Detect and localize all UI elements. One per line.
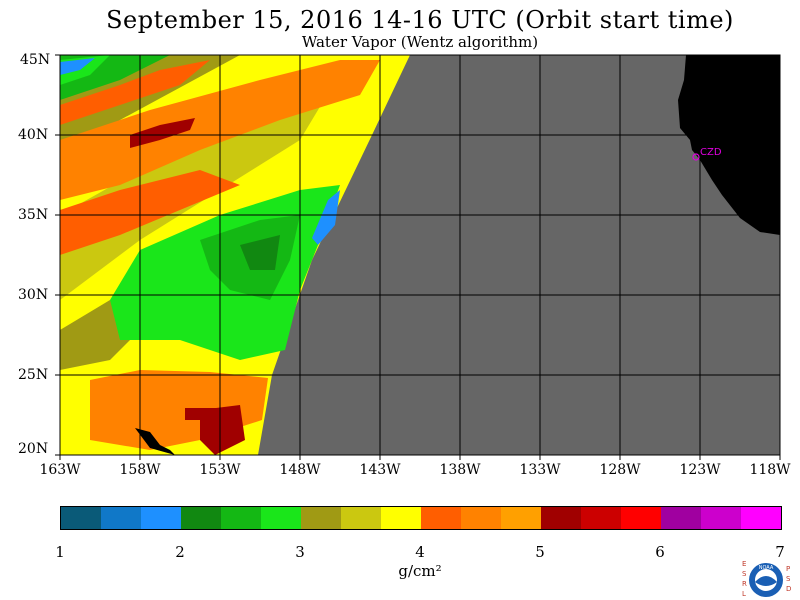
colorbar-unit: g/cm² xyxy=(398,562,442,580)
band-blue xyxy=(60,58,95,75)
lon-label-158w: 158W xyxy=(119,462,161,478)
lon-label-138w: 138W xyxy=(439,462,481,478)
colorbar-swatch xyxy=(501,507,541,529)
colorbar-swatch xyxy=(421,507,461,529)
grid-lines xyxy=(60,55,780,455)
colorbar-tick-4: 4 xyxy=(415,543,425,561)
lon-label-153w: 153W xyxy=(199,462,241,478)
lon-label-128w: 128W xyxy=(599,462,641,478)
svg-text:P: P xyxy=(786,565,790,573)
chart-subtitle: Water Vapor (Wentz algorithm) xyxy=(301,33,539,51)
colorbar-swatch xyxy=(661,507,701,529)
colorbar xyxy=(60,506,782,530)
hawaii-islands xyxy=(135,428,175,455)
lat-label-25n: 25N xyxy=(18,367,49,383)
colorbar-swatch xyxy=(301,507,341,529)
svg-text:D: D xyxy=(786,585,791,593)
colorbar-swatch xyxy=(461,507,501,529)
lat-label-45n: 45N xyxy=(20,52,51,68)
colorbar-swatch xyxy=(741,507,781,529)
map-frame xyxy=(59,54,781,456)
colorbar-tick-2: 2 xyxy=(175,543,185,561)
colorbar-swatch xyxy=(61,507,101,529)
station-label-czd: CZD xyxy=(700,147,722,158)
svg-text:S: S xyxy=(786,575,791,583)
lat-label-30n: 30N xyxy=(18,287,49,303)
water-vapor-map xyxy=(55,54,781,460)
colorbar-tick-5: 5 xyxy=(535,543,545,561)
svg-text:L: L xyxy=(742,590,746,598)
lon-label-133w: 133W xyxy=(519,462,561,478)
lon-label-163w: 163W xyxy=(39,462,81,478)
colorbar-swatch xyxy=(621,507,661,529)
band-darkred xyxy=(130,118,195,148)
land-mass xyxy=(678,55,780,235)
colorbar-swatch xyxy=(221,507,261,529)
band-green-dark xyxy=(240,235,280,270)
colorbar-swatch xyxy=(581,507,621,529)
colorbar-swatch xyxy=(141,507,181,529)
band-blue xyxy=(312,190,340,245)
station-marker xyxy=(692,153,700,161)
svg-text:R: R xyxy=(742,580,747,588)
lon-label-148w: 148W xyxy=(279,462,321,478)
chart-title: September 15, 2016 14-16 UTC (Orbit star… xyxy=(106,6,734,34)
lat-label-35n: 35N xyxy=(18,207,49,223)
lat-label-20n: 20N xyxy=(18,441,49,457)
svg-text:E: E xyxy=(742,560,746,568)
colorbar-swatch xyxy=(181,507,221,529)
svg-text:NOAA: NOAA xyxy=(759,565,774,571)
colorbar-tick-3: 3 xyxy=(295,543,305,561)
colorbar-swatch xyxy=(101,507,141,529)
tick-marks xyxy=(55,54,781,460)
colorbar-swatch xyxy=(541,507,581,529)
colorbar-tick-6: 6 xyxy=(655,543,665,561)
lon-label-123w: 123W xyxy=(679,462,721,478)
band-orange xyxy=(60,60,210,125)
colorbar-swatch xyxy=(341,507,381,529)
lon-label-118w: 118W xyxy=(749,462,791,478)
band-darkred xyxy=(185,408,225,420)
colorbar-tick-1: 1 xyxy=(55,543,65,561)
lat-label-40n: 40N xyxy=(18,127,49,143)
svg-text:S: S xyxy=(742,570,747,578)
band-orange xyxy=(60,170,240,255)
colorbar-swatch xyxy=(381,507,421,529)
colorbar-swatch xyxy=(261,507,301,529)
noaa-esrl-psd-logo: E S R L P S D NOAA xyxy=(742,560,791,598)
colorbar-swatch xyxy=(701,507,741,529)
lon-label-143w: 143W xyxy=(359,462,401,478)
colorbar-tick-7: 7 xyxy=(775,543,785,561)
